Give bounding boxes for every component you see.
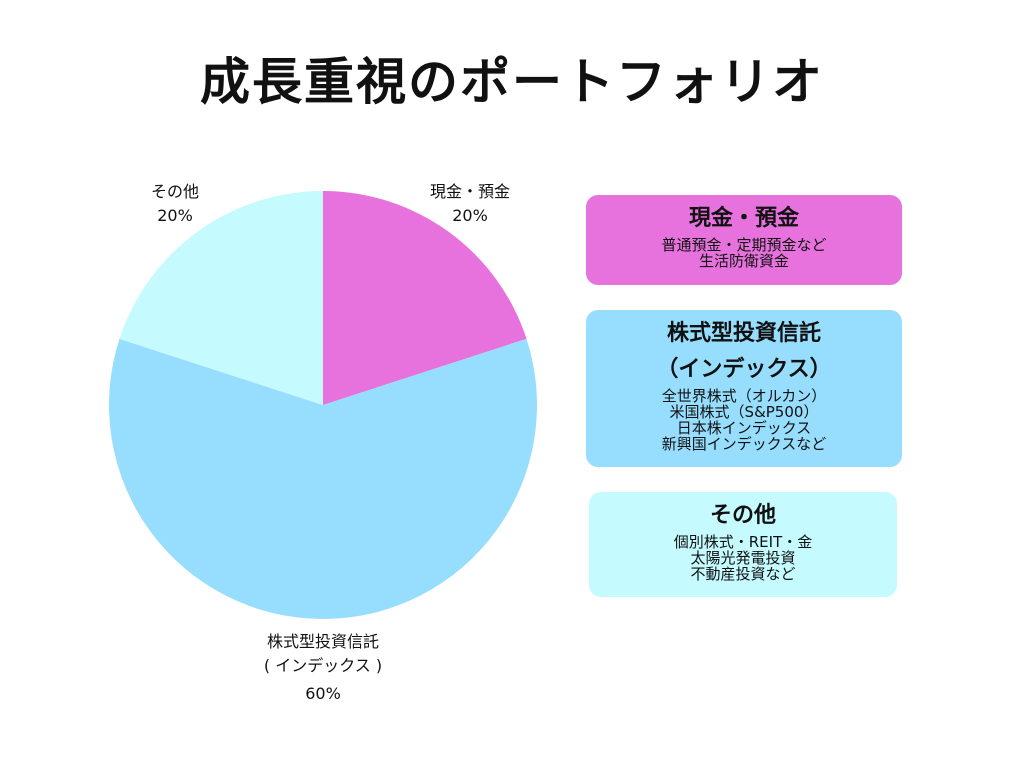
slice-label-text: 現金・預金 (429, 182, 510, 201)
legend-detail: 日本株インデックス (676, 419, 812, 437)
slice-label-text: その他 (150, 182, 199, 201)
legend-box-other: その他 個別株式・REIT・金 太陽光発電投資 不動産投資など (589, 492, 897, 597)
legend-heading: 株式型投資信託 (666, 321, 821, 346)
legend-detail: 全世界株式（オルカン） (661, 387, 827, 405)
legend-heading: その他 (709, 503, 776, 528)
legend-detail: 生活防衛資金 (698, 252, 789, 270)
legend-detail: 新興国インデックスなど (661, 435, 827, 453)
legend-detail: 個別株式・REIT・金 (673, 533, 813, 551)
legend-heading: 現金・預金 (688, 206, 799, 231)
legend-detail: 太陽光発電投資 (690, 549, 796, 567)
legend-detail: 普通預金・定期預金など (661, 236, 827, 254)
slice-value-label: 20% (157, 206, 193, 225)
legend-box-index-funds: 株式型投資信託 （インデックス） 全世界株式（オルカン） 米国株式（S&P500… (586, 310, 902, 467)
legend-detail: 米国株式（S&P500） (669, 403, 819, 421)
legend-box-cash: 現金・預金 普通預金・定期預金など 生活防衛資金 (586, 195, 902, 285)
slice-value-label: 20% (452, 206, 488, 225)
legend-heading: （インデックス） (656, 357, 832, 382)
slice-label-other: その他 20% (115, 180, 235, 228)
legend-detail: 不動産投資など (690, 565, 796, 583)
slice-label-text: 株式型投資信託 (266, 632, 379, 651)
pie-slice-other (119, 191, 323, 405)
slice-value-label: 60% (305, 684, 341, 703)
pie-slice-cash (323, 191, 527, 405)
page-title: 成長重視のポートフォリオ (200, 53, 824, 111)
slice-label-text: ( インデックス ) (263, 656, 383, 675)
slice-label-cash: 現金・預金 20% (405, 180, 535, 228)
pie-slice-index-funds (108, 338, 537, 620)
slice-label-index-funds: 株式型投資信託 ( インデックス ) 60% (240, 630, 406, 706)
